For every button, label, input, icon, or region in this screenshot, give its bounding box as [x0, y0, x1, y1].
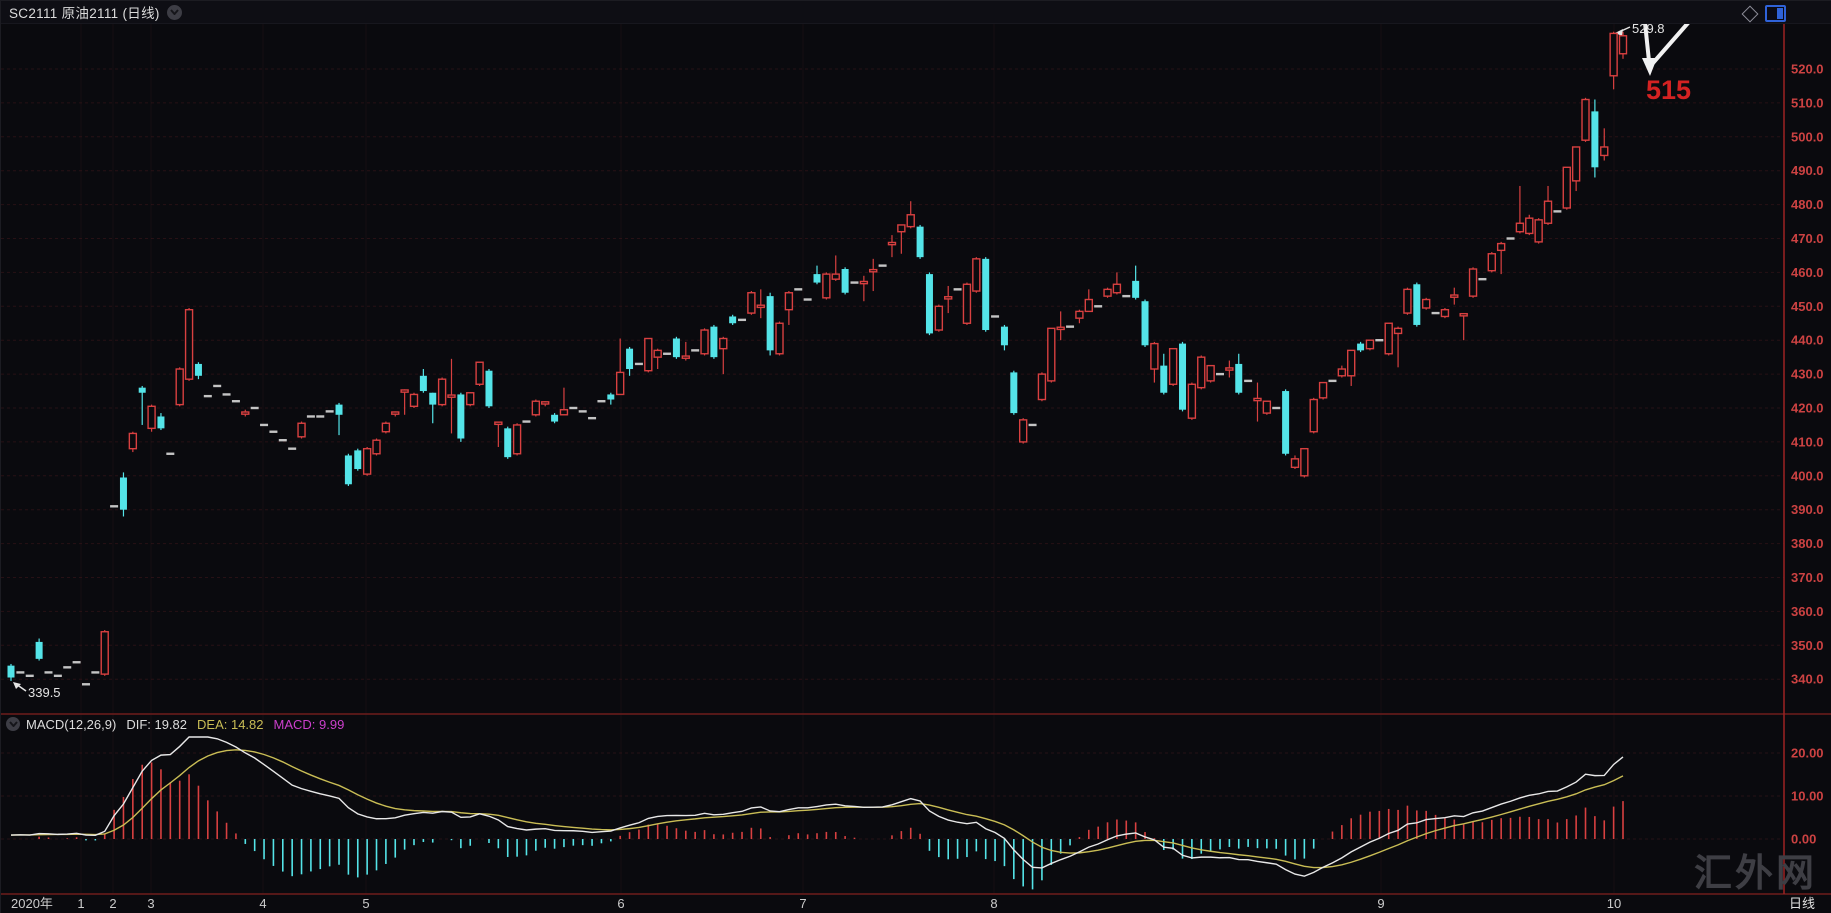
svg-text:20.00: 20.00 [1791, 746, 1824, 761]
svg-text:6: 6 [617, 896, 624, 911]
svg-text:360.0: 360.0 [1791, 604, 1824, 619]
indicator-dropdown-button[interactable] [6, 717, 20, 731]
svg-text:380.0: 380.0 [1791, 536, 1824, 551]
high-price-marker: 529.8 [1632, 21, 1665, 36]
chevron-down-icon [8, 721, 18, 727]
svg-text:340.0: 340.0 [1791, 672, 1824, 687]
svg-text:日线: 日线 [1789, 896, 1815, 911]
toolbar-icons [1741, 5, 1786, 22]
svg-text:2020年: 2020年 [11, 896, 53, 911]
svg-text:430.0: 430.0 [1791, 367, 1824, 382]
svg-text:8: 8 [990, 896, 997, 911]
support-annotation: 515 [1646, 75, 1692, 105]
instrument-title: SC2111 原油2111 (日线) [9, 6, 160, 21]
indicator-name: MACD(12,26,9) [26, 716, 117, 732]
svg-text:2: 2 [109, 896, 116, 911]
svg-text:450.0: 450.0 [1791, 299, 1824, 314]
diamond-tool-icon[interactable] [1741, 5, 1759, 22]
low-price-marker: 339.5 [28, 685, 61, 700]
dea-value: DEA: 14.82 [197, 716, 264, 732]
svg-text:350.0: 350.0 [1791, 638, 1824, 653]
svg-text:460.0: 460.0 [1791, 265, 1824, 280]
svg-text:10.00: 10.00 [1791, 789, 1824, 804]
svg-text:5: 5 [362, 896, 369, 911]
svg-text:7: 7 [799, 896, 806, 911]
svg-text:370.0: 370.0 [1791, 570, 1824, 585]
svg-text:440.0: 440.0 [1791, 333, 1824, 348]
svg-text:0.00: 0.00 [1791, 832, 1816, 847]
svg-text:500.0: 500.0 [1791, 129, 1824, 144]
svg-text:10: 10 [1607, 896, 1621, 911]
svg-text:510.0: 510.0 [1791, 95, 1824, 110]
svg-text:1: 1 [77, 896, 84, 911]
chevron-down-icon [169, 9, 179, 15]
instrument-dropdown-button[interactable] [166, 4, 182, 20]
svg-text:3: 3 [147, 896, 154, 911]
candles-layer [7, 31, 1628, 686]
svg-text:480.0: 480.0 [1791, 197, 1824, 212]
svg-text:420.0: 420.0 [1791, 401, 1824, 416]
svg-text:400.0: 400.0 [1791, 468, 1824, 483]
macd-value: MACD: 9.99 [273, 716, 345, 732]
svg-text:520.0: 520.0 [1791, 62, 1824, 77]
macd-indicator-row: MACD(12,26,9) DIF: 19.82 DEA: 14.82 MACD… [6, 715, 344, 733]
svg-text:4: 4 [259, 896, 266, 911]
site-watermark: 汇外网 [1694, 853, 1818, 895]
dif-value: DIF: 19.82 [126, 716, 188, 732]
svg-text:490.0: 490.0 [1791, 163, 1824, 178]
svg-text:390.0: 390.0 [1791, 502, 1824, 517]
svg-text:9: 9 [1377, 896, 1384, 911]
svg-text:470.0: 470.0 [1791, 231, 1824, 246]
panel-toggle-icon[interactable] [1765, 5, 1786, 22]
chart-title-bar: SC2111 原油2111 (日线) [1, 1, 1831, 24]
svg-text:410.0: 410.0 [1791, 434, 1824, 449]
